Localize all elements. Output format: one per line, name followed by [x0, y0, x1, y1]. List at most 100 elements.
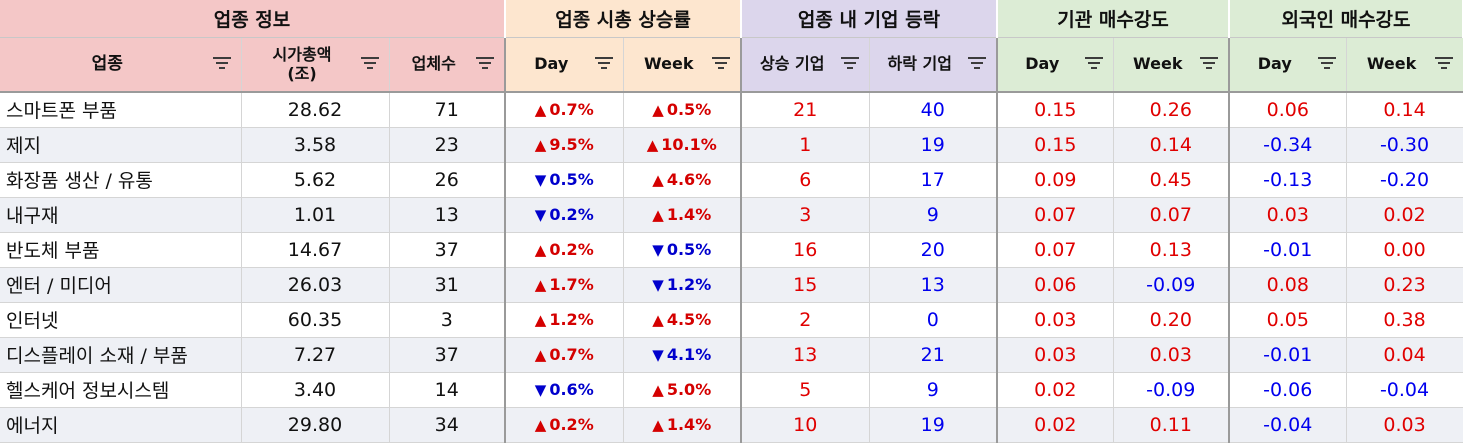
company-count-value: 34 [389, 407, 507, 443]
market-cap-value: 14.67 [241, 232, 390, 268]
mcap-day-change: ▲ 0.7% [505, 92, 624, 128]
col-header-rising[interactable]: 상승 기업 [741, 37, 870, 93]
falling-count: 19 [869, 127, 999, 163]
rising-count: 10 [741, 407, 870, 443]
market-cap-value: 7.27 [241, 337, 390, 373]
col-header-rising-label: 상승 기업 [760, 54, 825, 74]
table-row[interactable]: 인터넷 60.35 3 ▲ 1.2% ▲ 4.5% 2 0 0.03 0.20 0.05 0.38 [0, 302, 1463, 338]
filter-icon[interactable] [594, 57, 613, 71]
table-row[interactable]: 에너지 29.80 34 ▲ 0.2% ▲ 1.4% 10 19 0.02 0.11 -0.04 0.0… [0, 407, 1463, 443]
triangle-up-icon: ▲ [652, 171, 664, 189]
inst-day-value: 0.07 [997, 197, 1114, 233]
filter-icon[interactable] [968, 57, 987, 71]
inst-day-value: 0.06 [997, 267, 1114, 303]
triangle-down-icon: ▼ [534, 381, 547, 399]
falling-count: 9 [869, 197, 999, 233]
filter-icon[interactable] [1317, 57, 1336, 71]
falling-count: 13 [869, 267, 999, 303]
mcap-week-change: ▼ 0.5% [623, 232, 743, 268]
inst-week-value: 0.13 [1113, 232, 1231, 268]
mcap-week-value: 1.2% [666, 275, 712, 294]
col-header-market-cap[interactable]: 시가총액 (조) [241, 37, 390, 93]
table-row[interactable]: 엔터 / 미디어 26.03 31 ▲ 1.7% ▼ 1.2% 15 13 0.06 -0.09 0.… [0, 267, 1463, 303]
col-header-inst-week[interactable]: Week [1113, 37, 1231, 93]
mcap-week-value: 1.4% [666, 205, 712, 224]
triangle-up-icon: ▲ [534, 101, 547, 120]
company-count-value: 71 [389, 92, 507, 128]
mcap-day-value: 0.7% [549, 100, 594, 120]
filter-icon[interactable] [712, 57, 731, 71]
triangle-up-icon: ▲ [652, 381, 664, 399]
filter-icon[interactable] [1434, 57, 1453, 71]
inst-week-value: 0.20 [1113, 302, 1231, 338]
col-header-company-count[interactable]: 업체수 [389, 37, 507, 93]
filter-icon[interactable] [476, 57, 495, 71]
market-cap-value: 5.62 [241, 162, 390, 198]
rising-count: 16 [741, 232, 870, 268]
inst-week-value: 0.07 [1113, 197, 1231, 233]
triangle-down-icon: ▼ [652, 346, 664, 364]
market-cap-value: 28.62 [241, 92, 390, 128]
inst-week-value: 0.26 [1113, 92, 1231, 128]
inst-day-value: 0.07 [997, 232, 1114, 268]
falling-count: 9 [869, 372, 999, 408]
frgn-week-value: -0.04 [1346, 372, 1463, 408]
frgn-day-value: -0.34 [1229, 127, 1347, 163]
triangle-up-icon: ▲ [534, 276, 547, 294]
table-row[interactable]: 헬스케어 정보시스템 3.40 14 ▼ 0.6% ▲ 5.0% 5 9 0.02 -0.09 -0.… [0, 372, 1463, 408]
filter-icon[interactable] [360, 57, 379, 71]
falling-count: 17 [869, 162, 999, 198]
mcap-day-change: ▲ 0.2% [505, 232, 624, 268]
table-row[interactable]: 화장품 생산 / 유통 5.62 26 ▼ 0.5% ▲ 4.6% 6 17 0.09 0.45 -0… [0, 162, 1463, 198]
frgn-day-value: -0.04 [1229, 407, 1347, 443]
frgn-day-value: 0.08 [1229, 267, 1347, 303]
frgn-week-value: 0.00 [1346, 232, 1463, 268]
inst-week-value: 0.11 [1113, 407, 1231, 443]
mcap-day-value: 1.2% [549, 310, 594, 329]
frgn-week-value: 0.04 [1346, 337, 1463, 373]
col-header-frgn-week[interactable]: Week [1346, 37, 1463, 93]
filter-icon[interactable] [840, 57, 859, 71]
frgn-day-value: -0.01 [1229, 232, 1347, 268]
table-row[interactable]: 내구재 1.01 13 ▼ 0.2% ▲ 1.4% 3 9 0.07 0.07 0.03 0.02 [0, 197, 1463, 233]
group-header-institution-strength: 기관 매수강도 [997, 0, 1231, 38]
col-header-sector[interactable]: 업종 [0, 37, 242, 93]
col-header-mcap-day[interactable]: Day [505, 37, 624, 93]
table-row[interactable]: 스마트폰 부품 28.62 71 ▲ 0.7% ▲ 0.5% 21 40 0.15 0.26 0.06… [0, 92, 1463, 128]
mcap-day-value: 0.2% [549, 415, 594, 434]
falling-count: 40 [869, 92, 999, 128]
company-count-value: 3 [389, 302, 507, 338]
rising-count: 13 [741, 337, 870, 373]
market-cap-value: 60.35 [241, 302, 390, 338]
frgn-day-value: -0.13 [1229, 162, 1347, 198]
inst-day-value: 0.09 [997, 162, 1114, 198]
mcap-week-change: ▲ 4.5% [623, 302, 743, 338]
triangle-up-icon: ▲ [534, 136, 547, 154]
col-header-falling-label: 하락 기업 [887, 54, 952, 74]
table-row[interactable]: 제지 3.58 23 ▲ 9.5% ▲ 10.1% 1 19 0.15 0.14 -0.34 -0.30 [0, 127, 1463, 163]
col-header-inst-day[interactable]: Day [997, 37, 1114, 93]
filter-icon[interactable] [1084, 57, 1103, 71]
mcap-day-value: 0.2% [549, 240, 594, 259]
col-header-falling[interactable]: 하락 기업 [869, 37, 999, 93]
table-row[interactable]: 디스플레이 소재 / 부품 7.27 37 ▲ 0.7% ▼ 4.1% 13 21 0.03 0.0… [0, 337, 1463, 373]
market-cap-value: 26.03 [241, 267, 390, 303]
col-header-mcap-week[interactable]: Week [623, 37, 743, 93]
mcap-day-change: ▼ 0.2% [505, 197, 624, 233]
filter-icon[interactable] [212, 57, 231, 71]
col-header-frgn-day[interactable]: Day [1229, 37, 1347, 93]
sector-name: 디스플레이 소재 / 부품 [0, 337, 242, 373]
table-row[interactable]: 반도체 부품 14.67 37 ▲ 0.2% ▼ 0.5% 16 20 0.07 0.13 -0.01… [0, 232, 1463, 268]
frgn-week-value: 0.02 [1346, 197, 1463, 233]
mcap-day-value: 0.2% [549, 205, 594, 224]
triangle-up-icon: ▲ [646, 136, 659, 154]
company-count-value: 31 [389, 267, 507, 303]
col-header-frgn-week-label: Week [1366, 54, 1417, 74]
mcap-week-value: 10.1% [661, 135, 717, 154]
filter-icon[interactable] [1200, 57, 1219, 71]
mcap-day-change: ▲ 0.7% [505, 337, 624, 373]
mcap-week-value: 4.6% [666, 170, 712, 189]
triangle-up-icon: ▲ [534, 241, 547, 259]
col-header-mcap-day-label: Day [534, 54, 569, 74]
